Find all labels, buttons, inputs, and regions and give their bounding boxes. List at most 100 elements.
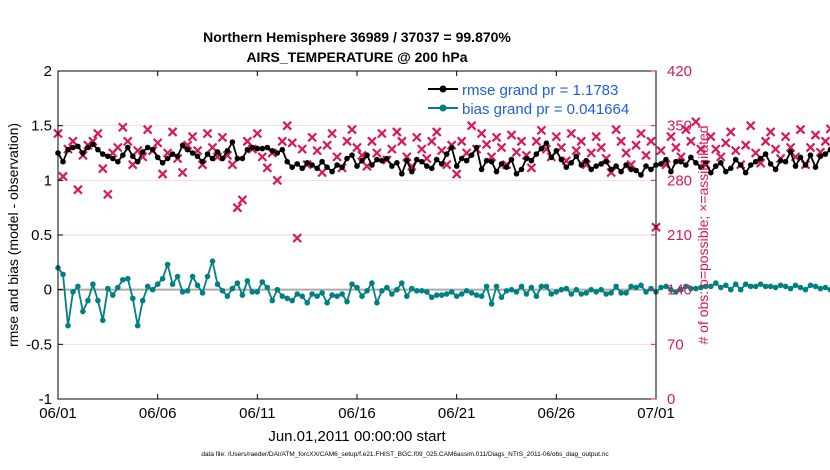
rmse-point-13 — [120, 152, 126, 158]
bias-point-145 — [777, 282, 784, 289]
obs-point-58 — [342, 136, 352, 147]
obs-point-51 — [307, 132, 317, 143]
bias-point-126 — [683, 283, 689, 290]
bias-point-48 — [294, 291, 301, 297]
rmse-point-92 — [513, 171, 520, 177]
bias-point-23 — [169, 281, 176, 288]
rmse-point-67 — [389, 163, 395, 169]
obs-point-52 — [312, 145, 322, 156]
obs-point-37 — [237, 195, 248, 205]
bias-point-52 — [314, 293, 320, 300]
obs-point-107 — [586, 148, 596, 158]
legend-item-rmse: rmse grand pr = 1.1783 — [428, 82, 618, 99]
rmse-point-97 — [538, 145, 545, 152]
right-tick-label-1: 70 — [667, 336, 684, 353]
obs-point-4 — [73, 184, 83, 195]
rmse-point-43 — [269, 148, 276, 154]
obs-point-143 — [765, 127, 776, 137]
obs-point-97 — [536, 125, 547, 136]
obs-point-123 — [666, 131, 676, 142]
bias-point-12 — [115, 284, 121, 291]
bias-point-104 — [573, 286, 580, 293]
bias-point-136 — [732, 281, 739, 288]
rmse-point-20 — [154, 154, 161, 161]
bias-point-22 — [164, 261, 171, 268]
bias-point-114 — [623, 290, 629, 296]
rmse-point-59 — [349, 152, 355, 158]
rmse-point-80 — [453, 163, 460, 169]
bias-point-124 — [673, 289, 679, 295]
left-tick-label-3: 0.5 — [31, 227, 52, 244]
obs-point-118 — [641, 150, 651, 161]
obs-point-36 — [232, 202, 243, 213]
obs-point-117 — [636, 128, 646, 139]
rmse-point-114 — [623, 162, 629, 168]
rmse-point-155 — [827, 146, 830, 153]
obs-point-70 — [402, 152, 412, 162]
rmse-point-118 — [643, 163, 649, 169]
rmse-point-150 — [802, 162, 809, 168]
bias-point-39 — [249, 289, 256, 295]
bias-point-88 — [493, 283, 500, 290]
bias-point-86 — [483, 283, 490, 290]
legend: rmse grand pr = 1.1783 bias grand pr = 0… — [428, 82, 629, 118]
obs-point-125 — [676, 152, 686, 162]
bias-point-64 — [374, 300, 380, 306]
bias-point-18 — [144, 283, 151, 290]
rmse-point-93 — [518, 166, 525, 173]
bias-point-25 — [179, 289, 186, 295]
rmse-point-45 — [279, 146, 286, 153]
right-axis-label: # of obs: o=possible; ×=assimilated — [695, 125, 711, 344]
obs-point-136 — [730, 145, 741, 156]
obs-point-124 — [671, 142, 681, 153]
left-tick-label-4: 1 — [44, 172, 52, 189]
bias-point-118 — [643, 289, 649, 295]
obs-point-72 — [412, 132, 422, 143]
bias-point-139 — [747, 283, 754, 290]
rmse-point-18 — [144, 144, 151, 151]
obs-point-60 — [352, 142, 362, 153]
obs-point-83 — [466, 120, 477, 131]
rmse-point-133 — [718, 160, 724, 166]
bias-point-70 — [404, 293, 410, 300]
bias-point-83 — [468, 290, 475, 296]
bias-point-98 — [543, 283, 550, 290]
obs-point-96 — [531, 136, 542, 147]
obs-point-80 — [451, 169, 462, 179]
rmse-point-124 — [673, 158, 679, 165]
bias-point-17 — [139, 297, 146, 304]
bias-point-80 — [453, 293, 460, 300]
bias-point-26 — [184, 288, 191, 294]
obs-point-95 — [526, 163, 537, 173]
bias-point-20 — [154, 281, 161, 288]
rmse-point-61 — [359, 157, 365, 164]
right-tick-label-3: 210 — [667, 227, 692, 244]
rmse-point-49 — [299, 165, 306, 172]
bias-point-94 — [523, 291, 530, 297]
bias-point-73 — [419, 288, 425, 294]
obs-point-103 — [566, 128, 577, 139]
bias-point-42 — [264, 284, 271, 291]
rmse-point-73 — [419, 158, 425, 165]
rmse-point-101 — [558, 156, 565, 163]
rmse-point-105 — [578, 162, 585, 168]
right-tick-label-0: 0 — [667, 391, 675, 408]
bias-point-152 — [812, 283, 819, 290]
bias-point-59 — [349, 281, 355, 288]
obs-point-54 — [322, 140, 332, 150]
obs-point-65 — [377, 128, 387, 139]
bias-point-143 — [767, 283, 774, 290]
obs-point-132 — [711, 144, 721, 154]
obs-point-85 — [476, 128, 487, 139]
rmse-point-53 — [319, 158, 325, 165]
rmse-point-108 — [593, 163, 599, 169]
rmse-point-153 — [817, 153, 824, 160]
right-tick-label-6: 420 — [667, 63, 692, 80]
obs-point-113 — [616, 136, 626, 147]
rmse-point-140 — [752, 158, 759, 165]
bias-point-153 — [817, 285, 824, 292]
rmse-point-26 — [184, 146, 191, 153]
rmse-point-74 — [424, 163, 430, 169]
rmse-point-134 — [723, 168, 729, 175]
bias-point-123 — [668, 286, 674, 293]
